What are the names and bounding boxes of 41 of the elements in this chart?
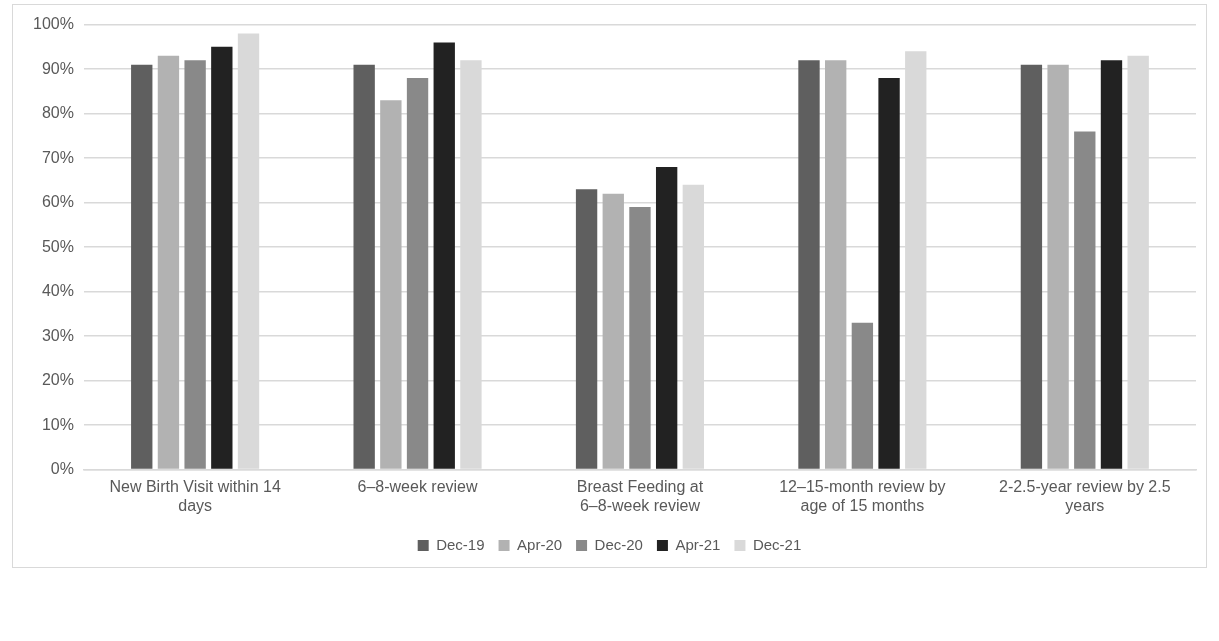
bar — [575, 189, 598, 469]
y-tick-label: 20% — [41, 371, 74, 389]
legend-label: Apr-20 — [517, 535, 563, 553]
bar — [798, 60, 820, 469]
legend-label: Dec-20 — [594, 535, 643, 553]
bar — [353, 64, 375, 469]
x-tick-label: 12–15-month review by age of 15 months — [779, 477, 946, 514]
bar — [825, 60, 847, 469]
bar — [1100, 60, 1123, 469]
y-tick-label: 100% — [33, 15, 74, 33]
x-tick-label: New Birth Visit within 14 days — [109, 477, 281, 514]
y-tick-label: 90% — [41, 59, 74, 77]
bar — [406, 78, 429, 469]
bar — [1074, 131, 1096, 469]
bar — [629, 207, 651, 469]
y-tick-label: 60% — [41, 193, 74, 211]
x-tick-label: Breast Feeding at 6–8-week review — [576, 477, 704, 514]
x-tick-label: 6–8-week review — [357, 477, 479, 495]
x-tick-label: 2-2.5-year review by 2.5 years — [998, 477, 1171, 514]
y-tick-label: 80% — [41, 104, 74, 122]
y-tick-label: 50% — [41, 237, 74, 255]
bar — [131, 64, 153, 469]
legend-label: Apr-21 — [675, 535, 721, 553]
bar — [851, 322, 874, 469]
bar — [380, 100, 402, 469]
bar — [878, 78, 900, 469]
bar — [433, 42, 455, 469]
y-tick-label: 70% — [41, 148, 74, 166]
bar — [602, 193, 624, 469]
legend-label: Dec-19 — [436, 535, 485, 553]
y-tick-label: 30% — [41, 326, 74, 344]
bar — [184, 60, 206, 469]
bar — [1047, 64, 1069, 469]
bar — [1020, 64, 1043, 469]
legend-label: Dec-21 — [752, 535, 802, 553]
bar — [655, 167, 678, 469]
bar — [211, 46, 233, 469]
y-tick-label: 40% — [41, 282, 74, 300]
bar — [157, 55, 180, 469]
y-tick-label: 10% — [41, 415, 74, 433]
y-tick-label: 0% — [50, 460, 74, 478]
